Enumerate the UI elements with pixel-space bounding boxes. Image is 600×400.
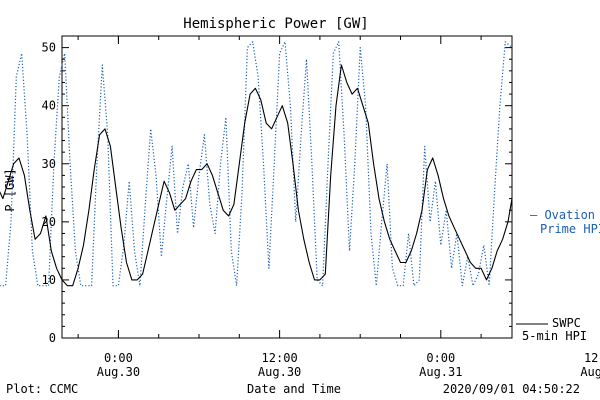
x-tick-label-time: 0:00 [426,351,455,365]
y-tick-label: 50 [42,41,56,55]
plot-frame [61,35,513,339]
legend-ovation-label-2: Prime HPI [540,222,600,236]
y-tick-label: 40 [42,99,56,113]
y-tick-label: 30 [42,157,56,171]
series-ovation-prime-line [0,41,513,287]
x-tick-label-time: 12:00 [262,351,298,365]
x-axis-label: Date and Time [247,382,341,396]
x-tick-label-date: Aug.30 [258,365,301,379]
plot-area: 0102030405012:00Aug.290:00Aug.3012:00Aug… [0,35,600,379]
x-tick-label-date: Aug.30 [97,365,140,379]
legend-swpc-label-2: 5-min HPI [522,329,587,343]
y-tick-label: 0 [49,331,56,345]
x-tick-label-date: Aug.31 [580,365,600,379]
legend-ovation-label-1: — Ovation [530,208,595,222]
y-tick-label: 10 [42,273,56,287]
y-axis-label: P [GW] [3,168,17,211]
legend-swpc-label-1: SWPC [552,316,581,330]
series-swpc-line [0,64,513,287]
legend: — Ovation Prime HPI SWPC 5-min HPI [516,208,600,343]
chart-title: Hemispheric Power [GW] [183,16,368,32]
timestamp: 2020/09/01 04:50:22 [443,382,580,396]
x-tick-label-time: 12:00 [584,351,600,365]
x-tick-label-time: 0:00 [104,351,133,365]
plot-credit: Plot: CCMC [6,382,78,396]
x-tick-label-date: Aug.31 [419,365,462,379]
